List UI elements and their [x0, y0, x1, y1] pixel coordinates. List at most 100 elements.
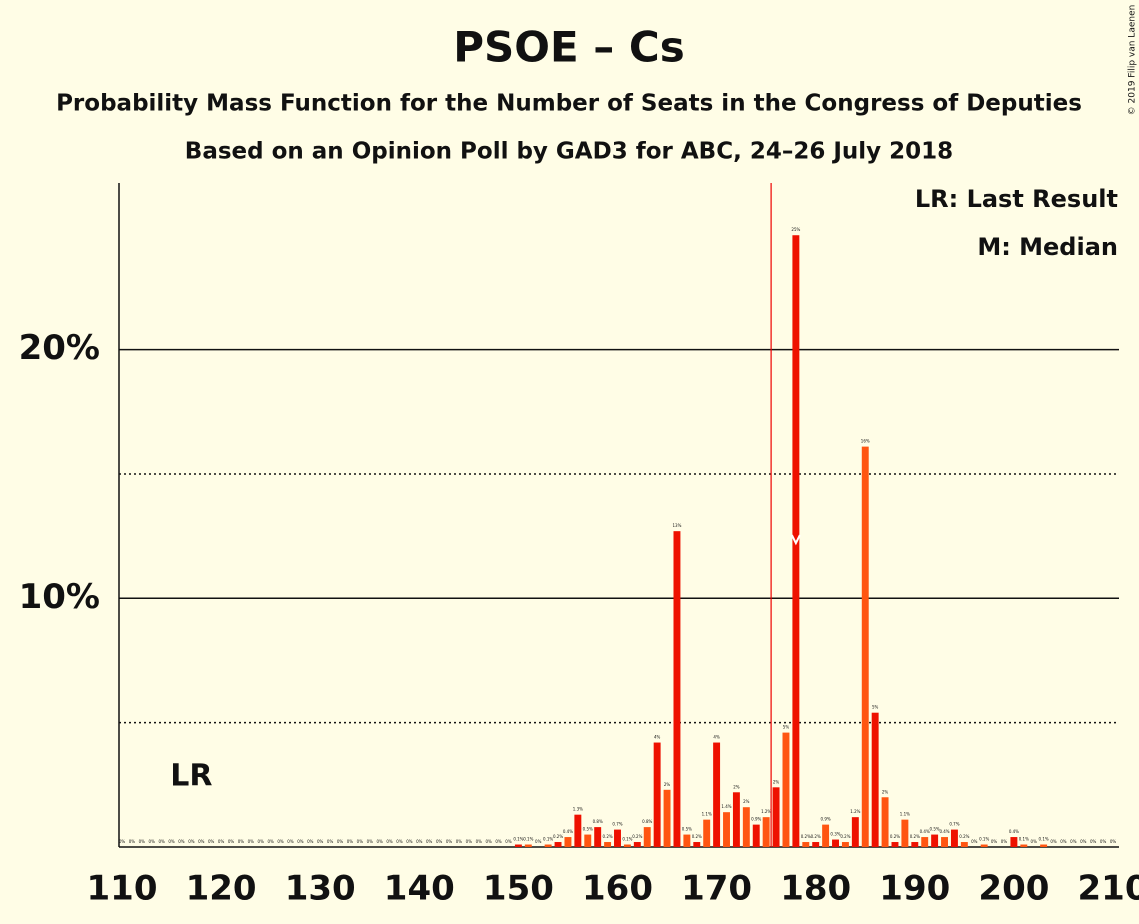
value-label: 0%	[1070, 839, 1077, 844]
value-label: 0.2%	[553, 834, 563, 839]
value-label: 0.2%	[890, 834, 900, 839]
x-tick-label: 130	[285, 869, 356, 909]
value-label: 0%	[347, 839, 354, 844]
value-label: 0%	[357, 839, 364, 844]
bar	[732, 792, 740, 847]
bar	[574, 814, 582, 847]
value-label: 0%	[198, 839, 205, 844]
value-label: 0%	[119, 839, 126, 844]
value-label: 0%	[406, 839, 413, 844]
value-label: 0%	[466, 839, 473, 844]
value-label: 0%	[1060, 839, 1067, 844]
bar	[802, 842, 810, 847]
value-label: 0.1%	[1039, 837, 1049, 842]
y-tick-label: 10%	[19, 577, 100, 617]
value-label: 0.2%	[910, 834, 920, 839]
value-label: 0%	[495, 839, 502, 844]
bar	[584, 834, 592, 847]
value-label: 5%	[872, 705, 879, 710]
bar	[772, 787, 780, 847]
bar	[871, 712, 879, 847]
value-label: 0%	[446, 839, 453, 844]
value-label: 0%	[436, 839, 443, 844]
chart-subtitle: Probability Mass Function for the Number…	[56, 91, 1082, 117]
value-label: 4%	[713, 735, 720, 740]
value-label: 0%	[129, 839, 136, 844]
x-tick-label: 190	[879, 869, 950, 909]
bar	[812, 842, 820, 847]
value-label: 0%	[416, 839, 423, 844]
value-label: 0%	[1001, 839, 1008, 844]
bar	[1010, 837, 1018, 847]
value-label: 0%	[267, 839, 274, 844]
value-label: 0.2%	[811, 834, 821, 839]
value-label: 0.2%	[801, 834, 811, 839]
value-label: 0.9%	[821, 817, 831, 822]
value-label: 1.3%	[573, 807, 583, 812]
value-label: 0.5%	[583, 827, 593, 832]
bar	[544, 844, 552, 847]
value-label: 0.5%	[682, 827, 692, 832]
x-tick-label: 180	[780, 869, 851, 909]
bar	[1020, 844, 1028, 847]
value-label: 0.2%	[632, 834, 642, 839]
value-label: 0%	[248, 839, 255, 844]
bar	[594, 827, 602, 847]
bar	[941, 837, 948, 847]
bar	[980, 844, 988, 847]
value-label: 0.5%	[930, 827, 940, 832]
value-label: 0.9%	[751, 817, 761, 822]
bar	[653, 742, 661, 847]
value-label: 16%	[861, 439, 870, 444]
value-label: 0%	[307, 839, 314, 844]
value-label: 0%	[228, 839, 235, 844]
value-label: 0%	[317, 839, 324, 844]
x-tick-label: 120	[186, 869, 257, 909]
value-label: 0.7%	[949, 822, 959, 827]
x-tick-label: 110	[87, 869, 158, 909]
value-label: 0%	[971, 839, 978, 844]
value-label: 2%	[882, 789, 889, 794]
bar	[554, 842, 562, 847]
value-label: 25%	[791, 227, 800, 232]
value-label: 0%	[1080, 839, 1087, 844]
bar	[703, 819, 711, 847]
x-tick-label: 160	[582, 869, 653, 909]
bar	[713, 742, 721, 847]
chart-title: PSOE – Cs	[453, 23, 685, 72]
value-label: 0%	[327, 839, 334, 844]
value-label: 1.1%	[702, 812, 712, 817]
bar	[891, 842, 899, 847]
value-label: 0.1%	[979, 837, 989, 842]
value-label: 0%	[1100, 839, 1107, 844]
value-label: 0%	[149, 839, 156, 844]
value-label: 0.4%	[1009, 829, 1019, 834]
bar	[861, 446, 869, 847]
value-label: 13%	[673, 523, 682, 528]
value-label: 0%	[386, 839, 393, 844]
value-label: 0%	[168, 839, 175, 844]
bar	[663, 789, 671, 847]
legend-entry: LR: Last Result	[915, 185, 1118, 213]
bar	[633, 842, 641, 847]
bar	[960, 842, 968, 847]
x-tick-label: 170	[681, 869, 752, 909]
value-label: 1.1%	[900, 812, 910, 817]
value-label: 0%	[505, 839, 512, 844]
x-tick-label: 150	[483, 869, 554, 909]
value-label: 0%	[258, 839, 265, 844]
bar	[514, 844, 522, 847]
value-label: 0%	[1031, 839, 1038, 844]
bar	[673, 531, 681, 847]
value-label: 0.1%	[513, 837, 523, 842]
bar	[683, 834, 691, 847]
value-label: 0%	[277, 839, 284, 844]
value-label: 0%	[991, 839, 998, 844]
value-label: 0%	[208, 839, 215, 844]
value-label: 2%	[733, 784, 740, 789]
value-label: 0%	[139, 839, 146, 844]
value-label: 0.2%	[840, 834, 850, 839]
x-tick-label: 140	[384, 869, 455, 909]
value-label: 2%	[743, 799, 750, 804]
